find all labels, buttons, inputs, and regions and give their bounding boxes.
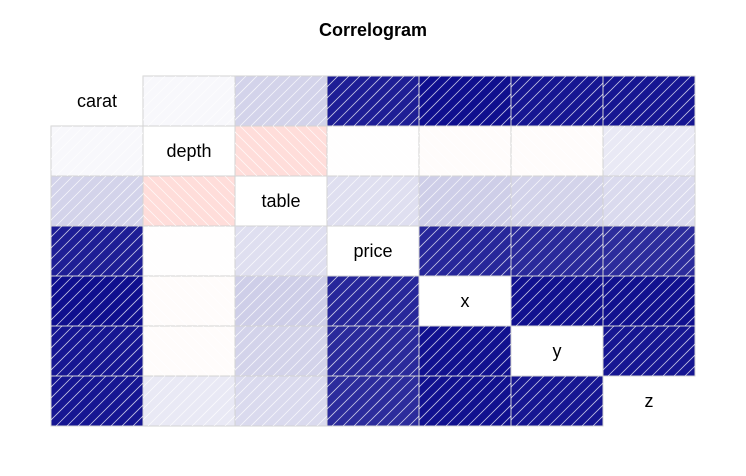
hatch-z-price (327, 376, 419, 426)
hatch-carat-y (511, 76, 603, 126)
hatch-price-table (235, 226, 327, 276)
hatch-y-price (327, 326, 419, 376)
hatch-table-x (419, 176, 511, 226)
hatch-x-table (235, 276, 327, 326)
hatch-x-y (511, 276, 603, 326)
hatch-z-y (511, 376, 603, 426)
hatch-lines (51, 76, 695, 426)
variable-label-carat: carat (77, 91, 117, 111)
variable-label-z: z (645, 391, 654, 411)
hatch-depth-carat (51, 126, 143, 176)
hatch-y-carat (51, 326, 143, 376)
hatch-x-depth (143, 276, 235, 326)
hatch-y-z (603, 326, 695, 376)
variable-label-y: y (553, 341, 562, 361)
hatch-x-z (603, 276, 695, 326)
hatch-y-depth (143, 326, 235, 376)
hatch-table-z (603, 176, 695, 226)
hatch-carat-x (419, 76, 511, 126)
hatch-depth-y (511, 126, 603, 176)
hatch-table-carat (51, 176, 143, 226)
hatch-price-z (603, 226, 695, 276)
hatch-y-table (235, 326, 327, 376)
chart-title: Correlogram (319, 20, 427, 40)
hatch-price-carat (51, 226, 143, 276)
variable-labels: carat depth table price x y z (77, 91, 654, 411)
hatch-depth-z (603, 126, 695, 176)
hatch-table-y (511, 176, 603, 226)
hatch-carat-table (235, 76, 327, 126)
hatch-carat-price (327, 76, 419, 126)
hatch-depth-price (327, 126, 419, 176)
hatch-depth-table (235, 126, 327, 176)
hatch-carat-depth (143, 76, 235, 126)
hatch-y-x (419, 326, 511, 376)
variable-label-table: table (261, 191, 300, 211)
variable-label-x: x (461, 291, 470, 311)
hatch-depth-x (419, 126, 511, 176)
hatch-x-price (327, 276, 419, 326)
hatch-price-x (419, 226, 511, 276)
hatch-table-price (327, 176, 419, 226)
hatch-z-x (419, 376, 511, 426)
hatch-table-depth (143, 176, 235, 226)
variable-label-depth: depth (166, 141, 211, 161)
hatch-price-y (511, 226, 603, 276)
cell-carat-price (326, 75, 420, 127)
hatch-z-depth (143, 376, 235, 426)
hatch-price-depth (143, 226, 235, 276)
hatch-x-carat (51, 276, 143, 326)
hatch-z-table (235, 376, 327, 426)
variable-label-price: price (353, 241, 392, 261)
hatch-carat-z (603, 76, 695, 126)
hatch-z-carat (51, 376, 143, 426)
